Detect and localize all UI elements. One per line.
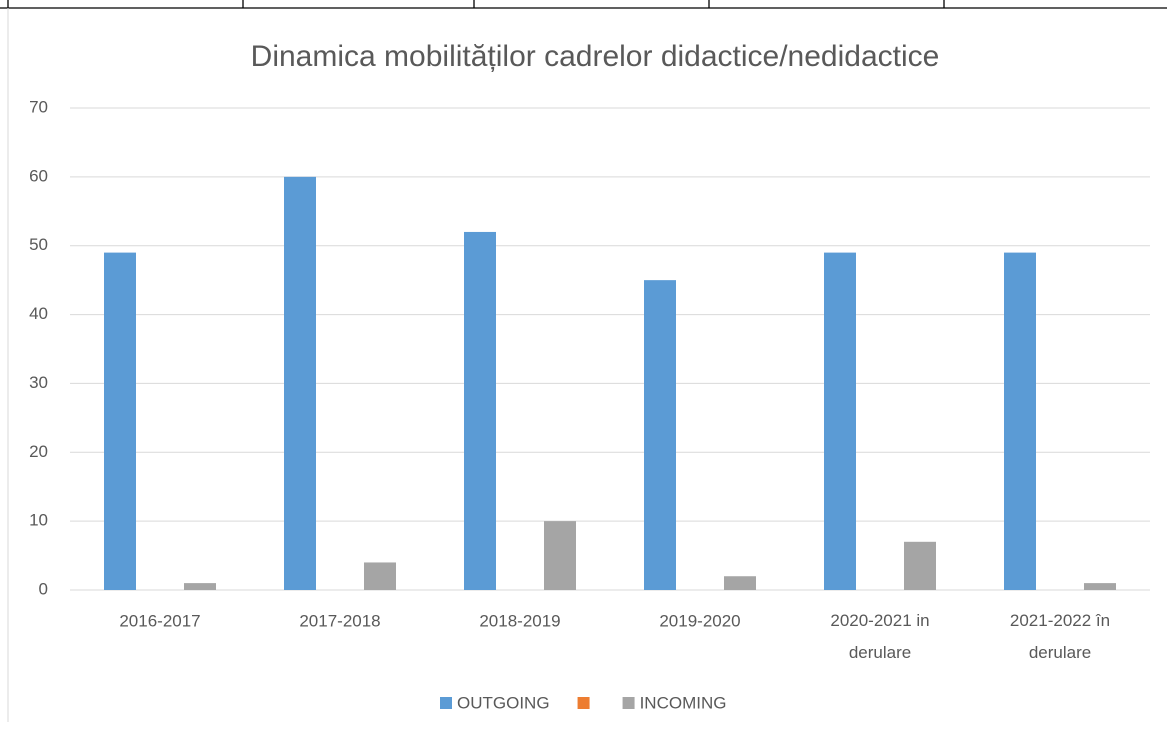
x-tick-label: 2020-2021 in derulare	[830, 611, 929, 662]
y-tick-label: 30	[29, 373, 48, 392]
y-tick-label: 0	[39, 579, 48, 598]
legend-swatch	[440, 697, 452, 709]
legend-swatch	[577, 697, 590, 709]
bar	[724, 576, 756, 590]
bar	[464, 231, 496, 590]
y-tick-label: 10	[29, 511, 48, 530]
bar	[184, 583, 216, 590]
x-tick-label: 2019-2020	[659, 611, 740, 630]
bar	[364, 562, 396, 590]
legend-label: OUTGOING	[457, 693, 550, 712]
y-tick-label: 20	[29, 442, 48, 461]
x-tick-label: 2021-2022 în derulare	[1010, 611, 1110, 662]
y-tick-label: 60	[29, 166, 48, 185]
legend-swatch	[622, 697, 635, 709]
y-tick-label: 40	[29, 304, 48, 323]
bar	[644, 280, 676, 590]
bar	[824, 252, 856, 590]
x-tick-label: 2017-2018	[299, 611, 380, 630]
legend-label: INCOMING	[640, 693, 727, 712]
chart-title: Dinamica mobilităților cadrelor didactic…	[251, 40, 940, 73]
x-tick-label: 2018-2019	[479, 611, 560, 630]
bar	[1084, 583, 1116, 590]
bar	[904, 541, 936, 590]
x-tick-label: 2016-2017	[119, 611, 200, 630]
y-tick-label: 50	[29, 235, 48, 254]
bar	[1004, 252, 1036, 590]
y-tick-label: 70	[29, 97, 48, 116]
bar	[104, 252, 136, 590]
bar	[284, 176, 316, 590]
bar	[544, 521, 576, 590]
